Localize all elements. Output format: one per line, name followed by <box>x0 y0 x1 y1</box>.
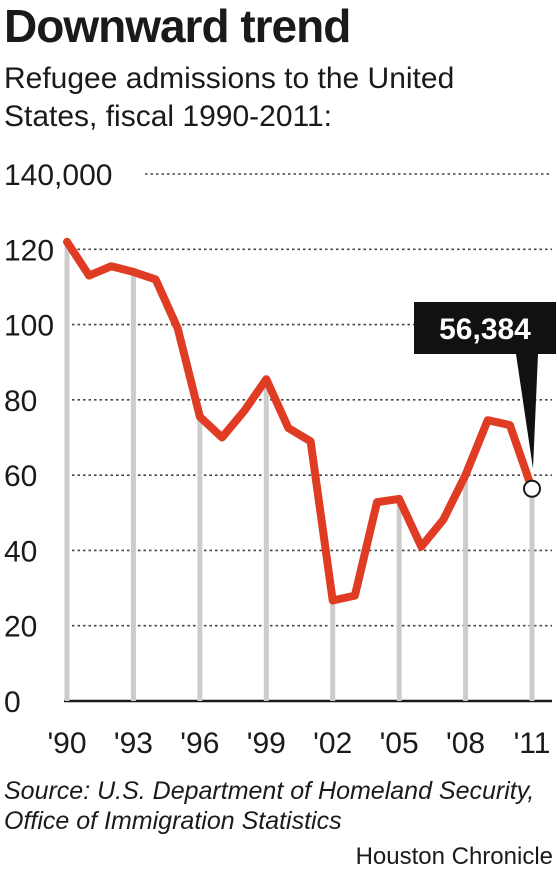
y-tick-label: 0 <box>4 686 21 719</box>
grid-layer <box>64 173 552 703</box>
end-point-marker <box>523 479 541 498</box>
series-layer <box>63 237 536 605</box>
y-tick-label: 40 <box>4 535 37 568</box>
chart-subtitle: Refugee admissions to the United States,… <box>4 62 455 133</box>
x-tick-label: '05 <box>380 727 419 760</box>
callout-label: 56,384 <box>439 313 531 346</box>
line-chart: 0 20 40 60 80 100 120 140,000 '90 '93 '96 '99 '02 '0… <box>4 159 556 760</box>
callout-pointer <box>516 354 538 469</box>
x-tick-label: '99 <box>247 727 286 760</box>
x-axis-ticks: '90 '93 '96 '99 '02 '05 '08 '11 <box>47 727 550 760</box>
y-tick-label: 80 <box>4 385 37 418</box>
callout-box <box>414 302 556 354</box>
x-tick-label: '02 <box>313 727 352 760</box>
callout-layer: 56,384 <box>414 302 556 498</box>
guide-layer <box>64 241 535 701</box>
y-tick-label: 60 <box>4 460 37 493</box>
y-tick-label: 20 <box>4 611 37 644</box>
y-tick-label: 120 <box>4 234 54 267</box>
x-tick-label: '90 <box>47 727 86 760</box>
y-tick-label: 140,000 <box>4 159 112 192</box>
source-note: Source: U.S. Department of Homeland Secu… <box>4 777 535 835</box>
y-tick-label: 100 <box>4 310 54 343</box>
refugee-admissions-line <box>63 237 536 605</box>
y-axis-ticks: 0 20 40 60 80 100 120 140,000 <box>4 159 112 719</box>
credit-line: Houston Chronicle <box>355 843 553 870</box>
x-tick-label: '93 <box>114 727 153 760</box>
x-tick-label: '11 <box>514 727 551 760</box>
x-tick-label: '08 <box>446 727 485 760</box>
chart-title: Downward trend <box>4 0 351 52</box>
x-tick-label: '96 <box>180 727 219 760</box>
